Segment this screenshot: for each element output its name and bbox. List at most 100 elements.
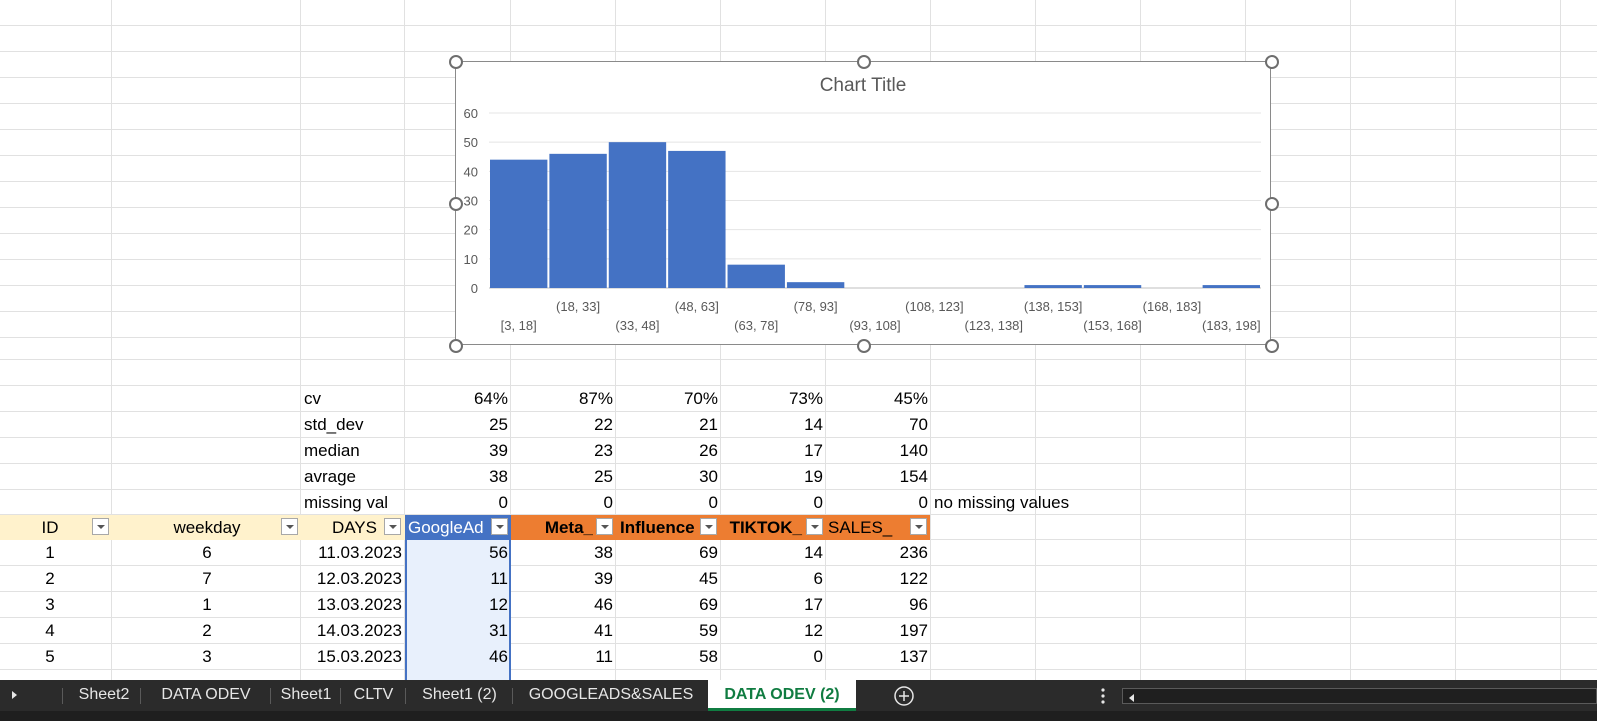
table-cell[interactable]: 56 [489,543,508,562]
stat-value[interactable]: 14 [804,415,823,434]
chevron-right-icon[interactable] [8,688,22,702]
table-cell[interactable]: 45 [699,569,718,588]
table-cell[interactable]: 11 [490,569,508,588]
sheet-tab[interactable]: CLTV [353,686,394,703]
table-cell[interactable]: 3 [45,595,55,614]
table-cell[interactable]: 12 [804,621,823,640]
header-id[interactable]: ID [41,518,59,537]
stat-label[interactable]: cv [304,389,321,408]
table-cell[interactable]: 69 [699,543,718,562]
stat-value[interactable]: 26 [699,441,718,460]
table-cell[interactable]: 11.03.2023 [318,543,402,562]
stat-value[interactable]: 21 [699,415,718,434]
sheet-tab[interactable]: Sheet1 (2) [422,686,497,703]
table-cell[interactable]: 14 [804,543,823,562]
stat-value[interactable]: 70 [909,415,928,434]
table-cell[interactable]: 59 [699,621,718,640]
stat-value[interactable]: 64% [473,389,508,408]
filter-meta-button[interactable] [596,518,613,535]
stat-value[interactable]: 87% [578,389,613,408]
table-cell[interactable]: 46 [594,595,613,614]
stat-value[interactable]: 23 [594,441,613,460]
filter-googlead-button[interactable] [491,518,508,535]
table-cell[interactable]: 58 [699,647,718,666]
sheet-tab[interactable]: Sheet1 [280,686,332,703]
triangle-left-icon[interactable] [1126,691,1138,703]
stat-value[interactable]: 25 [594,467,613,486]
stat-label[interactable]: std_dev [304,415,364,434]
histogram-bar[interactable] [1083,285,1142,288]
table-cell[interactable]: 7 [202,569,212,588]
chart-title[interactable]: Chart Title [820,75,907,96]
table-cell[interactable]: 12.03.2023 [316,569,402,588]
table-cell[interactable]: 96 [909,595,928,614]
filter-id-button[interactable] [92,518,109,535]
table-cell[interactable]: 69 [699,595,718,614]
stat-label[interactable]: avrage [304,467,356,486]
resize-handle-tc[interactable] [857,55,871,69]
table-cell[interactable]: 17 [804,595,823,614]
stat-label[interactable]: median [304,441,360,460]
table-cell[interactable]: 4 [45,621,55,640]
table-cell[interactable]: 13.03.2023 [316,595,402,614]
histogram-bar[interactable] [727,264,785,288]
resize-handle-tl[interactable] [449,55,463,69]
sheet-tab[interactable]: DATA ODEV (2) [708,680,856,711]
table-cell[interactable]: 3 [202,647,212,666]
table-cell[interactable]: 2 [202,621,212,640]
filter-sales-button[interactable] [910,518,927,535]
header-meta[interactable]: Meta_ [544,518,593,537]
table-cell[interactable]: 6 [202,543,212,562]
table-cell[interactable]: 6 [813,569,823,588]
histogram-bar[interactable] [1024,285,1082,288]
vertical-ellipsis-icon[interactable] [1098,687,1108,705]
horizontal-scrollbar[interactable] [1122,688,1597,704]
table-cell[interactable]: 236 [899,543,928,562]
table-cell[interactable]: 137 [899,647,928,666]
stat-value[interactable]: 19 [804,467,823,486]
sheet-tab[interactable]: GOOGLEADS&SALES [528,686,694,703]
resize-handle-tr[interactable] [1265,55,1279,69]
table-cell[interactable]: 197 [899,621,928,640]
histogram-bar[interactable] [549,153,607,288]
table-cell[interactable]: 39 [594,569,613,588]
table-cell[interactable]: 38 [594,543,613,562]
stat-value[interactable]: 0 [918,493,928,512]
stat-value[interactable]: 70% [683,389,718,408]
resize-handle-bl[interactable] [449,339,463,353]
table-cell[interactable]: 0 [813,647,823,666]
header-weekday[interactable]: weekday [173,518,241,537]
filter-weekday-button[interactable] [281,518,298,535]
header-days[interactable]: DAYS [331,518,377,537]
header-influence[interactable]: Influence [620,518,695,537]
table-cell[interactable]: 122 [899,569,928,588]
table-cell[interactable]: 11 [595,647,613,666]
resize-handle-bc[interactable] [857,339,871,353]
stat-value[interactable]: 17 [804,441,823,460]
filter-influence-button[interactable] [700,518,717,535]
header-tiktok[interactable]: TIKTOK_ [729,518,802,537]
histogram-bar[interactable] [668,150,726,288]
histogram-bar[interactable] [786,282,845,288]
stat-label[interactable]: missing val [304,493,389,512]
table-cell[interactable]: 12 [489,595,508,614]
table-cell[interactable]: 1 [202,595,212,614]
stat-value[interactable]: 25 [489,415,508,434]
stat-value[interactable]: 45% [893,389,928,408]
stat-value[interactable]: 73% [788,389,823,408]
table-cell[interactable]: 15.03.2023 [316,647,402,666]
histogram-bar[interactable] [608,142,667,288]
stat-value[interactable]: 22 [594,415,613,434]
table-cell[interactable]: 5 [45,647,55,666]
stat-value[interactable]: 0 [603,493,613,512]
resize-handle-ml[interactable] [449,197,463,211]
filter-days-button[interactable] [384,518,401,535]
header-sales[interactable]: SALES_ [828,518,893,537]
resize-handle-mr[interactable] [1265,197,1279,211]
stat-value[interactable]: 154 [899,467,928,486]
stat-value[interactable]: 0 [813,493,823,512]
histogram-bar[interactable] [1202,285,1260,288]
sheet-tab[interactable]: Sheet2 [78,686,130,703]
stat-value[interactable]: 38 [489,467,508,486]
filter-tiktok-button[interactable] [806,518,823,535]
